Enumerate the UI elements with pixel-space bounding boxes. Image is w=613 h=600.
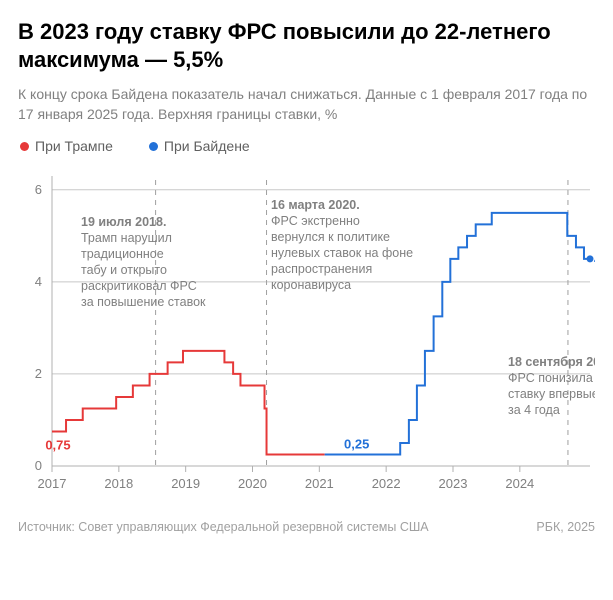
svg-text:6: 6: [35, 182, 42, 197]
svg-text:2022: 2022: [372, 476, 401, 491]
legend-label-biden: При Байдене: [164, 138, 250, 154]
svg-text:2018: 2018: [104, 476, 133, 491]
chart-area: 0 2 4 6 2017 2018 2019 2020 2021 2022 2023 2024 0,75…: [18, 166, 595, 506]
svg-text:18 сентября 2024.: 18 сентября 2024.: [508, 355, 595, 369]
svg-text:ФРС понизила: ФРС понизила: [508, 371, 593, 385]
svg-text:16 марта 2020.: 16 марта 2020.: [271, 198, 360, 212]
legend-item-trump: При Трампе: [20, 138, 113, 154]
source-label: Источник: Совет управляющих Федеральной …: [18, 520, 429, 534]
svg-text:2017: 2017: [38, 476, 67, 491]
chart-title: В 2023 году ставку ФРС повысили до 22-ле…: [18, 18, 595, 73]
svg-text:0,75: 0,75: [45, 438, 70, 453]
legend-dot-trump: [20, 142, 29, 151]
footer: Источник: Совет управляющих Федеральной …: [18, 506, 595, 534]
svg-text:распространения: распространения: [271, 262, 372, 276]
svg-text:табу и открыто: табу и открыто: [81, 263, 167, 277]
chart-subtitle: К концу срока Байдена показатель начал с…: [18, 85, 595, 124]
svg-text:2023: 2023: [439, 476, 468, 491]
svg-text:за 4 года: за 4 года: [508, 403, 560, 417]
svg-text:ставку впервые: ставку впервые: [508, 387, 595, 401]
svg-text:2024: 2024: [505, 476, 534, 491]
svg-text:ФРС экстренно: ФРС экстренно: [271, 214, 360, 228]
svg-text:2020: 2020: [238, 476, 267, 491]
svg-text:традиционное: традиционное: [81, 247, 164, 261]
svg-text:вернулся к политике: вернулся к политике: [271, 230, 390, 244]
legend-dot-biden: [149, 142, 158, 151]
svg-text:4: 4: [35, 274, 42, 289]
svg-text:19 июля 2018.: 19 июля 2018.: [81, 215, 166, 229]
svg-text:за повышение ставок: за повышение ставок: [81, 295, 206, 309]
legend: При Трампе При Байдене: [18, 138, 595, 154]
legend-item-biden: При Байдене: [149, 138, 250, 154]
credit-label: РБК, 2025: [536, 520, 595, 534]
svg-text:коронавируса: коронавируса: [271, 278, 351, 292]
svg-text:4,5: 4,5: [594, 251, 595, 267]
svg-text:Трамп нарушил: Трамп нарушил: [81, 231, 172, 245]
svg-text:раскритиковал ФРС: раскритиковал ФРС: [81, 279, 197, 293]
svg-text:2: 2: [35, 366, 42, 381]
chart-svg: 0 2 4 6 2017 2018 2019 2020 2021 2022 2023 2024 0,75…: [18, 166, 595, 506]
svg-text:0,25: 0,25: [344, 437, 369, 452]
svg-text:2021: 2021: [305, 476, 334, 491]
svg-text:нулевых ставок на фоне: нулевых ставок на фоне: [271, 246, 413, 260]
svg-text:2019: 2019: [171, 476, 200, 491]
legend-label-trump: При Трампе: [35, 138, 113, 154]
svg-text:0: 0: [35, 458, 42, 473]
